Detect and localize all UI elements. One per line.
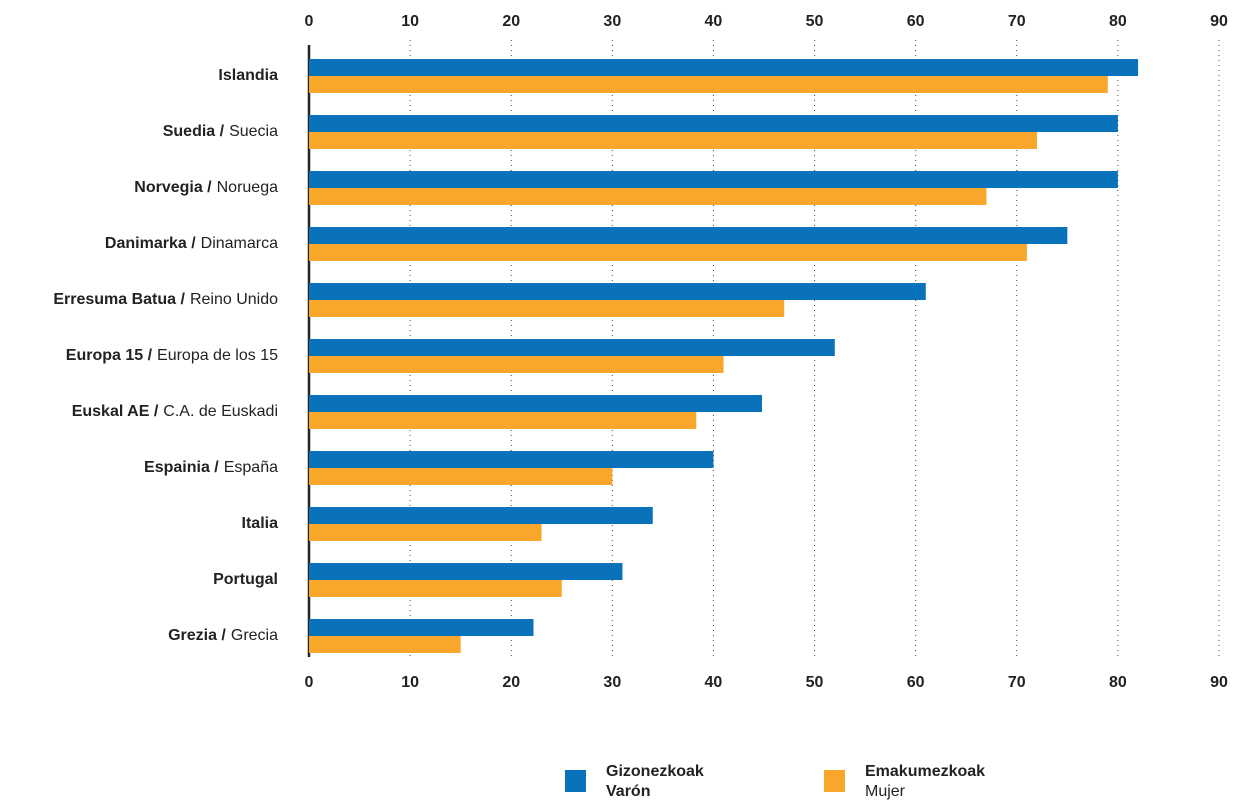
- x-tick-label-top: 80: [1109, 13, 1127, 30]
- category-label: Italia: [242, 515, 279, 532]
- category-name: Suedia /: [163, 123, 225, 140]
- category-name: Danimarka /: [105, 235, 196, 252]
- bar: [309, 468, 613, 485]
- category-translation: Suecia: [229, 123, 278, 140]
- x-tick-label-top: 20: [502, 13, 520, 30]
- category-translation: Europa de los 15: [157, 347, 278, 364]
- category-name: Erresuma Batua /: [53, 291, 185, 308]
- bar: [309, 507, 653, 524]
- category-name: Euskal AE /: [72, 403, 159, 420]
- x-tick-label-bottom: 90: [1210, 674, 1228, 691]
- category-translation: Grecia: [231, 627, 278, 644]
- x-tick-label-bottom: 20: [502, 674, 520, 691]
- legend-swatch: [824, 770, 845, 792]
- x-tick-label-bottom: 30: [603, 674, 621, 691]
- bar: [309, 580, 562, 597]
- legend-label-translation: Varón: [606, 783, 650, 800]
- bar: [309, 188, 987, 205]
- legend-swatch: [565, 770, 586, 792]
- x-tick-label-top: 0: [305, 13, 314, 30]
- bar: [309, 171, 1118, 188]
- bar: [309, 339, 835, 356]
- bar: [309, 132, 1037, 149]
- x-tick-label-bottom: 50: [806, 674, 824, 691]
- bar: [309, 227, 1068, 244]
- legend-label: Gizonezkoak: [606, 763, 704, 780]
- category-label: Portugal: [213, 571, 278, 588]
- x-tick-label-top: 50: [806, 13, 824, 30]
- bar: [309, 115, 1118, 132]
- category-label: Euskal AE / C.A. de Euskadi: [72, 403, 278, 420]
- bar: [309, 356, 724, 373]
- bar: [309, 59, 1139, 76]
- x-tick-label-top: 60: [907, 13, 925, 30]
- bar: [309, 412, 697, 429]
- category-translation: C.A. de Euskadi: [163, 403, 278, 420]
- bar: [309, 451, 714, 468]
- legend-label: Emakumezkoak: [865, 763, 985, 780]
- category-label: Europa 15 /Europa de los 15: [66, 347, 278, 364]
- category-translation: Reino Unido: [190, 291, 278, 308]
- category-translation: Dinamarca: [201, 235, 278, 252]
- x-tick-label-top: 70: [1008, 13, 1026, 30]
- x-tick-label-bottom: 0: [305, 674, 314, 691]
- bar: [309, 619, 534, 636]
- category-translation: Noruega: [217, 179, 278, 196]
- x-tick-label-top: 30: [603, 13, 621, 30]
- x-tick-label-bottom: 80: [1109, 674, 1127, 691]
- x-tick-label-top: 40: [705, 13, 723, 30]
- legend-label-translation: Mujer: [865, 783, 906, 800]
- category-name: Portugal: [213, 571, 278, 588]
- category-name: Italia: [242, 515, 279, 532]
- category-label: Suedia / Suecia: [163, 123, 278, 140]
- category-translation: España: [224, 459, 278, 476]
- x-tick-label-bottom: 40: [705, 674, 723, 691]
- category-label: Erresuma Batua / Reino Unido: [53, 291, 278, 308]
- bar: [309, 300, 785, 317]
- bar: [309, 76, 1108, 93]
- x-tick-label-top: 90: [1210, 13, 1228, 30]
- bar: [309, 636, 461, 653]
- x-tick-label-bottom: 60: [907, 674, 925, 691]
- category-name: Espainia /: [144, 459, 219, 476]
- category-label: Islandia: [218, 67, 278, 84]
- category-label: Espainia / España: [144, 459, 278, 476]
- category-label: Norvegia / Noruega: [134, 179, 278, 196]
- x-tick-label-top: 10: [401, 13, 419, 30]
- bar: [309, 395, 762, 412]
- category-label: Grezia / Grecia: [168, 627, 278, 644]
- x-tick-label-bottom: 70: [1008, 674, 1026, 691]
- bar: [309, 283, 926, 300]
- category-name: Norvegia /: [134, 179, 212, 196]
- category-name: Islandia: [218, 67, 278, 84]
- bar: [309, 244, 1027, 261]
- bar: [309, 563, 623, 580]
- category-label: Danimarka / Dinamarca: [105, 235, 278, 252]
- bar: [309, 524, 542, 541]
- category-name: Europa 15 /: [66, 347, 153, 364]
- category-name: Grezia /: [168, 627, 226, 644]
- x-tick-label-bottom: 10: [401, 674, 419, 691]
